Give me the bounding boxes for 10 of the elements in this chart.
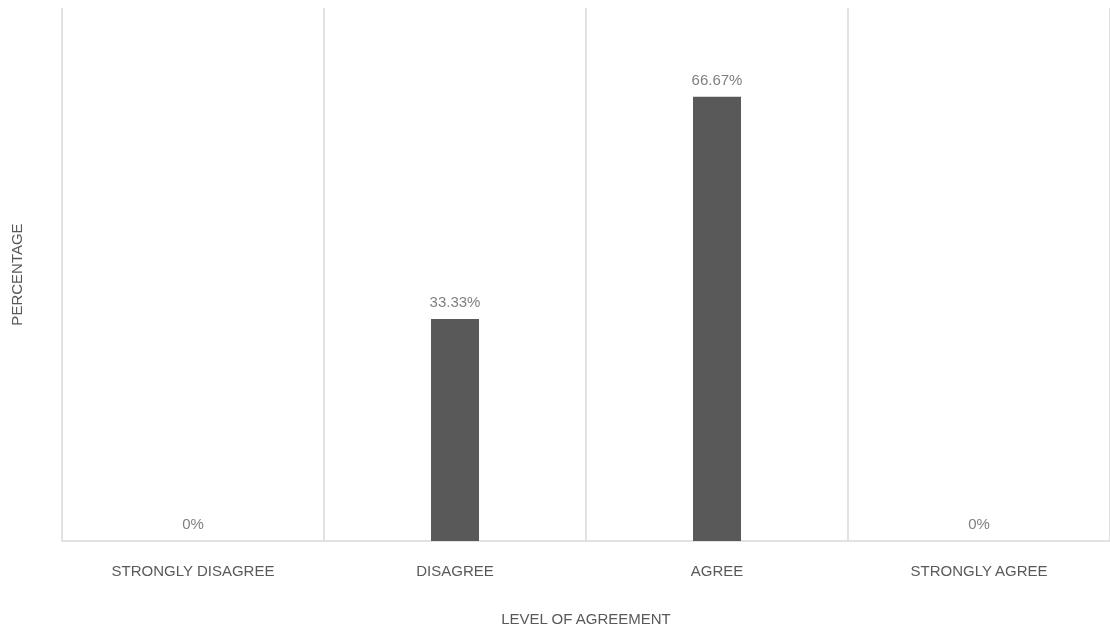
data-label: 33.33% — [429, 292, 481, 310]
data-label: 0% — [182, 515, 204, 532]
data-label: 0% — [968, 515, 990, 532]
x-tick-label: STRONGLY AGREE — [910, 562, 1048, 579]
y-axis-title: PERCENTAGE — [8, 223, 25, 326]
x-tick-label: AGREE — [690, 562, 744, 579]
data-label: 66.67% — [691, 70, 743, 88]
x-axis-title: LEVEL OF AGREEMENT — [501, 610, 671, 627]
x-tick-label: DISAGREE — [416, 562, 494, 579]
x-tick-label: STRONGLY DISAGREE — [111, 562, 275, 579]
